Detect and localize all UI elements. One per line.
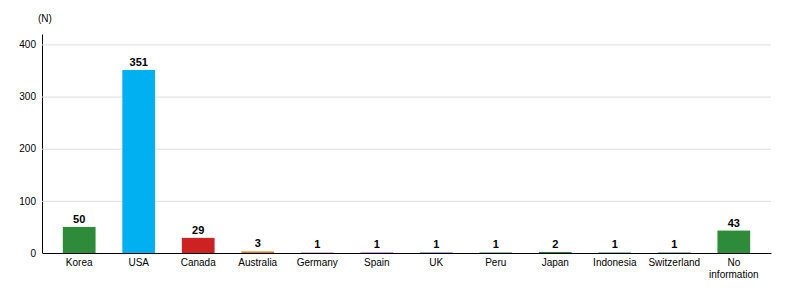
x-tick-label-line: information	[709, 269, 758, 280]
data-label: 29	[192, 224, 204, 236]
x-tick-label: Peru	[485, 257, 506, 268]
data-label: 1	[493, 238, 499, 250]
y-tick-label: 200	[19, 143, 36, 154]
bar	[63, 227, 96, 253]
x-tick: Noinformation	[709, 257, 758, 280]
y-axis: 0 100 200 300 400	[19, 35, 771, 259]
bar	[658, 252, 691, 253]
x-tick-label-line: Korea	[66, 257, 93, 268]
bar	[122, 70, 155, 253]
x-tick-label: UK	[429, 257, 443, 268]
x-tick: UK	[429, 257, 443, 268]
x-tick-label-line: Peru	[485, 257, 506, 268]
bar	[539, 252, 572, 253]
x-tick-label-line: Australia	[238, 257, 277, 268]
x-tick: Germany	[297, 257, 338, 268]
chart-svg: 0 100 200 300 400 Korea USA Canada Australia Germ…	[0, 0, 787, 295]
x-tick-label: Canada	[181, 257, 216, 268]
x-tick-label: Germany	[297, 257, 338, 268]
y-axis-label: (N)	[38, 13, 52, 24]
plot: 0 100 200 300 400 Korea USA Canada Australia Germ…	[19, 35, 771, 280]
data-label: 1	[374, 238, 380, 250]
x-axis-line	[43, 253, 772, 254]
grid-line	[42, 44, 771, 45]
x-tick-label-line: Japan	[542, 257, 569, 268]
bar	[479, 252, 512, 253]
y-tick-label: 0	[30, 248, 36, 259]
data-label: 50	[73, 213, 85, 225]
x-tick-label: USA	[128, 257, 149, 268]
bar	[420, 252, 453, 253]
bar	[182, 238, 215, 253]
x-tick-label: Australia	[238, 257, 277, 268]
x-tick: Peru	[485, 257, 506, 268]
x-tick-label-line: Canada	[181, 257, 216, 268]
x-tick-label: Korea	[66, 257, 93, 268]
x-axis: Korea USA Canada Australia Germany Spain UK Per…	[43, 254, 772, 280]
bar	[717, 231, 750, 253]
x-tick-label: Noinformation	[709, 257, 758, 280]
x-tick: Switzerland	[648, 257, 700, 268]
x-tick-label-line: UK	[429, 257, 443, 268]
x-tick: Korea	[66, 257, 93, 268]
bars	[63, 70, 750, 253]
y-axis-line	[42, 35, 43, 254]
data-label: 1	[612, 238, 618, 250]
data-label: 351	[130, 56, 148, 68]
x-tick-label: Switzerland	[648, 257, 700, 268]
y-tick: 400	[19, 39, 771, 50]
x-tick-label-line: Spain	[364, 257, 390, 268]
bar	[241, 251, 274, 253]
x-tick-label-line: Germany	[297, 257, 338, 268]
x-tick: Japan	[542, 257, 569, 268]
bar	[301, 252, 334, 253]
data-label: 1	[433, 238, 439, 250]
x-tick: Canada	[181, 257, 216, 268]
x-tick-label-line: Indonesia	[593, 257, 637, 268]
chart-container: 0 100 200 300 400 Korea USA Canada Australia Germ…	[0, 0, 787, 295]
x-tick: Spain	[364, 257, 390, 268]
x-tick-label: Spain	[364, 257, 390, 268]
grid-line	[42, 253, 771, 254]
bar	[360, 252, 393, 253]
y-tick-label: 300	[19, 91, 36, 102]
y-tick-label: 100	[19, 196, 36, 207]
x-tick-label-line: USA	[128, 257, 149, 268]
bar	[598, 252, 631, 253]
x-tick: Indonesia	[593, 257, 637, 268]
data-labels: 50 351 29 3 1 1 1 1 2 1 1 43	[73, 56, 740, 251]
x-tick: USA	[128, 257, 149, 268]
x-tick-label-line: Switzerland	[648, 257, 700, 268]
x-tick: Australia	[238, 257, 277, 268]
data-label: 2	[552, 238, 558, 250]
data-label: 3	[255, 237, 261, 249]
x-tick-label-line: No	[727, 257, 740, 268]
x-tick-label: Indonesia	[593, 257, 637, 268]
data-label: 43	[728, 217, 740, 229]
x-tick-label: Japan	[542, 257, 569, 268]
data-label: 1	[314, 238, 320, 250]
data-label: 1	[671, 238, 677, 250]
y-tick-label: 400	[19, 39, 36, 50]
